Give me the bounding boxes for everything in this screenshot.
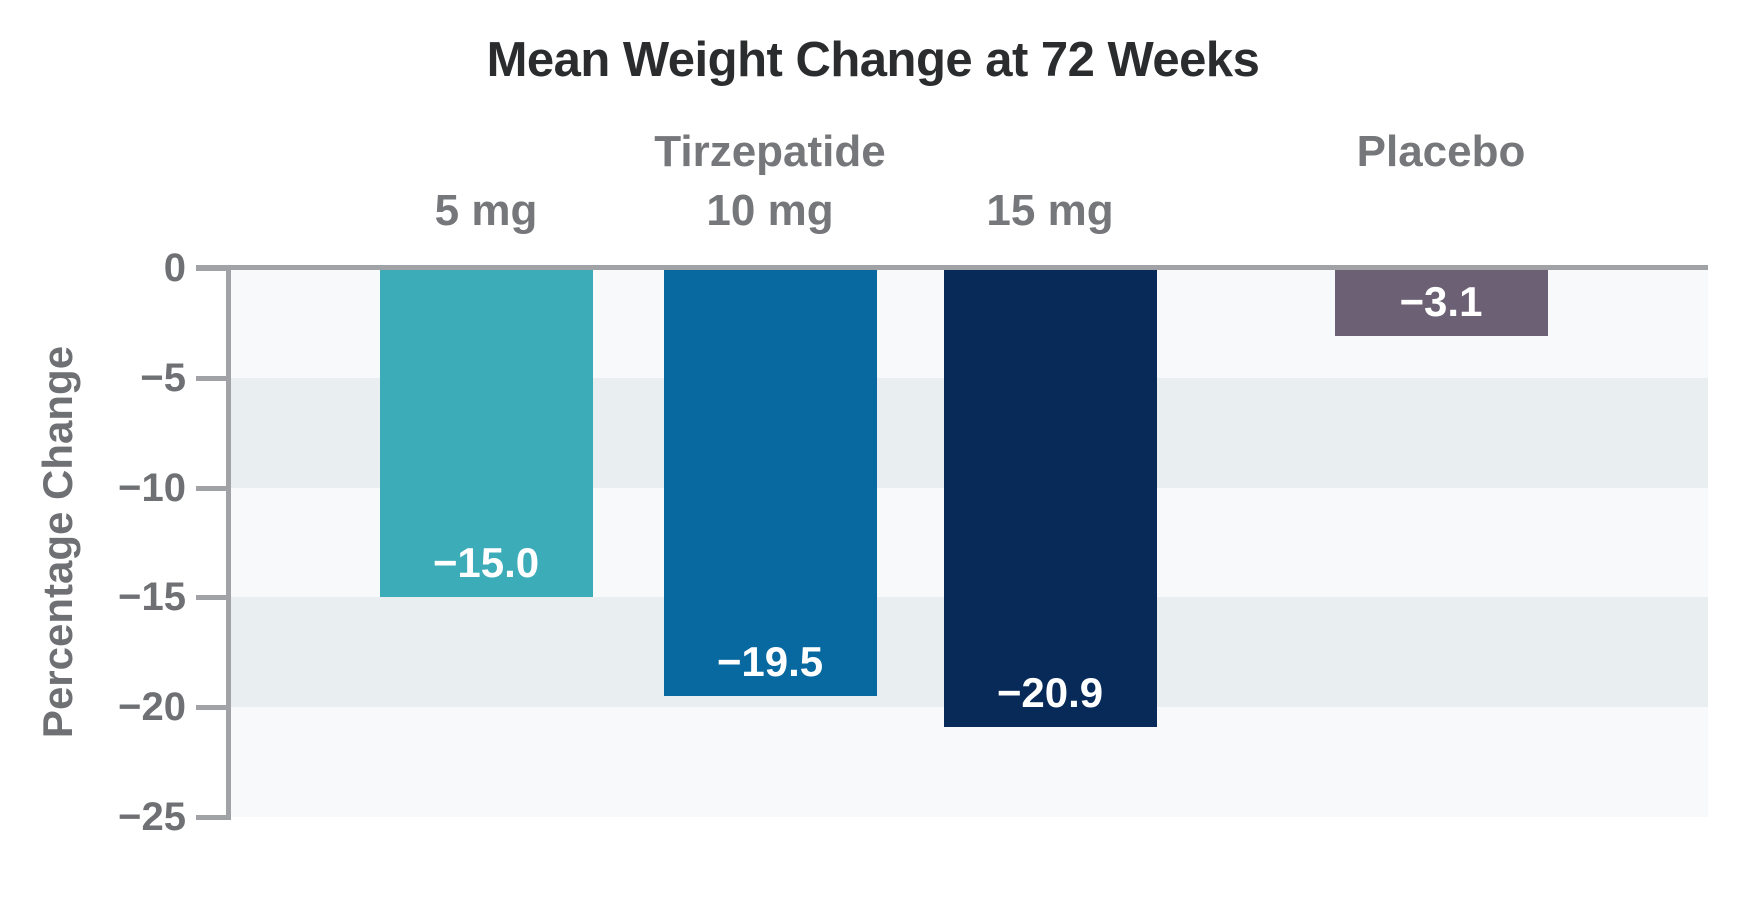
y-axis-tick-label: −5: [140, 355, 186, 400]
y-axis-tick: [196, 485, 231, 491]
bar-value-label-10-mg: −19.5: [716, 638, 824, 686]
y-axis-tick-label: −10: [118, 465, 186, 510]
y-axis-tick: [196, 375, 231, 381]
y-axis-tick: [196, 595, 231, 601]
zero-baseline: [196, 265, 1708, 270]
bar-5-mg: −15.0: [379, 268, 593, 598]
category-label-10-mg: 10 mg: [706, 186, 834, 235]
bar-value-label-placebo: −3.1: [1399, 278, 1483, 326]
bar-value-label-5-mg: −15.0: [432, 539, 540, 587]
y-axis-tick: [196, 815, 231, 820]
y-axis-line: [226, 268, 231, 820]
y-axis-tick-label: −20: [118, 685, 186, 730]
category-label-5-mg: 5 mg: [434, 186, 538, 235]
y-axis-tick: [196, 705, 231, 711]
group-label-tirzepatide: Tirzepatide: [654, 127, 886, 176]
chart-title: Mean Weight Change at 72 Weeks: [486, 33, 1260, 87]
category-label-15-mg: 15 mg: [986, 186, 1114, 235]
group-label-placebo: Placebo: [1356, 127, 1526, 176]
bar-value-label-15-mg: −20.9: [996, 668, 1104, 716]
bar-10-mg: −19.5: [663, 268, 877, 697]
bar-placebo: −3.1: [1334, 268, 1548, 337]
y-axis-tick-label: −25: [118, 795, 186, 839]
bar-15-mg: −20.9: [943, 268, 1157, 727]
y-axis-tick-label: −15: [118, 575, 186, 620]
y-axis-tick-label: 0: [163, 246, 186, 290]
